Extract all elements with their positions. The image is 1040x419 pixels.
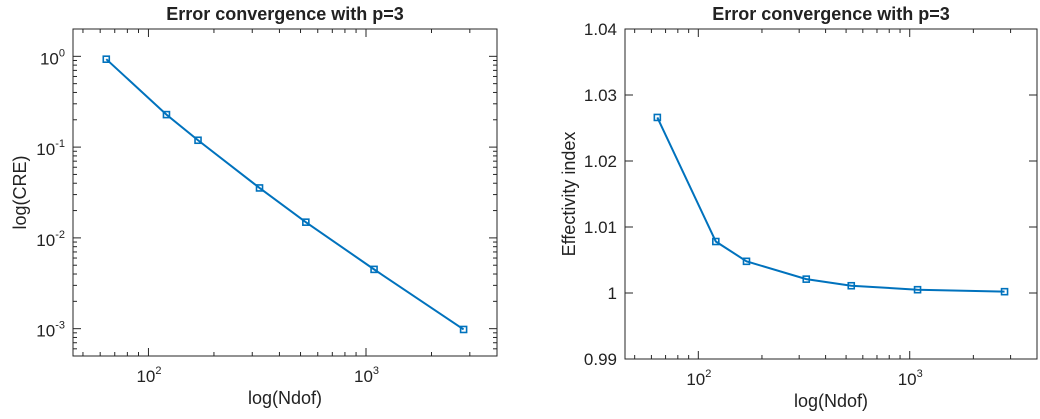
data-point xyxy=(459,325,468,334)
y-tick-label: 0.99 xyxy=(584,350,617,369)
data-point xyxy=(742,257,751,266)
data-point xyxy=(162,110,171,119)
x-axis-label: log(Ndof) xyxy=(248,388,322,408)
axes-frame xyxy=(72,28,498,357)
data-point xyxy=(653,113,662,122)
data-point xyxy=(194,136,202,145)
y-tick-label: 1.04 xyxy=(584,20,617,39)
y-tick-label: 1.02 xyxy=(584,152,617,171)
data-point xyxy=(913,285,922,294)
data-point xyxy=(1000,287,1009,296)
y-tick-label: 1 xyxy=(608,284,617,303)
axes-frame xyxy=(624,28,1038,360)
chart-title: Error convergence with p=3 xyxy=(166,4,404,24)
data-point xyxy=(255,184,264,192)
y-axis-label: log(CRE) xyxy=(10,155,30,229)
chart-2: 102 103 0.99 1 1.01 1.02 1.03 1.04 Error converg… xyxy=(559,4,1038,411)
x-tick-label: 103 xyxy=(354,365,379,386)
data-point xyxy=(370,265,378,274)
y-axis-label: Effectivity index xyxy=(559,132,579,257)
data-point xyxy=(302,218,310,226)
data-point xyxy=(847,281,856,290)
data-point xyxy=(802,275,811,283)
x-axis-label: log(Ndof) xyxy=(794,391,868,411)
y-tick-label: 10-1 xyxy=(36,138,65,159)
y-tick-label: 1.01 xyxy=(584,218,617,237)
x-tick-label: 102 xyxy=(136,365,161,386)
y-tick-label: 10-3 xyxy=(36,320,65,341)
y-tick-label: 100 xyxy=(40,47,65,68)
y-tick-label: 1.03 xyxy=(584,86,617,105)
y-tick-label: 10-2 xyxy=(36,229,65,250)
chart-title: Error convergence with p=3 xyxy=(712,4,950,24)
chart-1: 102 103 100 10-1 10-2 10-3 Error convergence w… xyxy=(10,4,498,408)
data-point xyxy=(712,237,720,246)
x-tick-label: 102 xyxy=(686,368,711,389)
series-line xyxy=(105,58,465,331)
x-tick-label: 103 xyxy=(898,368,923,389)
series-line xyxy=(656,117,1005,293)
data-point xyxy=(102,55,111,63)
